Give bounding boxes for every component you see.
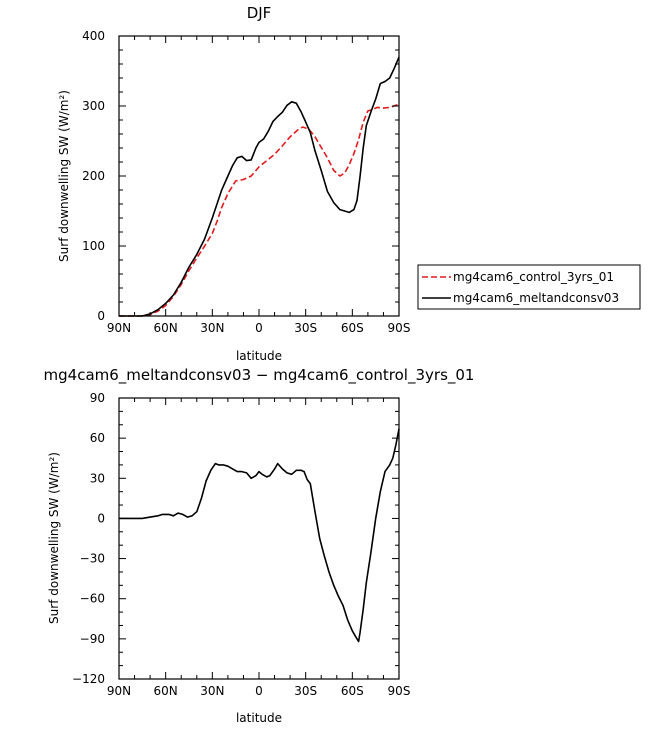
bottom-x-tick-label: 60N <box>154 684 178 698</box>
bottom-chart-series <box>119 428 400 643</box>
top-x-tick-label: 90S <box>388 321 411 335</box>
top-x-axis-label: latitude <box>236 349 282 363</box>
top-series-line-1 <box>119 56 400 317</box>
bottom-x-tick-label: 30S <box>294 684 317 698</box>
bottom-y-tick-label: 90 <box>90 391 105 405</box>
bottom-y-tick-label: −90 <box>80 632 105 646</box>
top-y-tick-label: 200 <box>82 169 105 183</box>
bottom-y-ticks: −120 −90 −60 −30 0 30 60 90 <box>72 391 399 686</box>
top-plot-frame <box>118 35 400 317</box>
legend-box <box>417 264 641 310</box>
top-x-tick-label: 60N <box>154 321 178 335</box>
bottom-y-tick-label: 60 <box>90 431 105 445</box>
top-x-tick-label: 0 <box>255 321 263 335</box>
bottom-y-tick-label: 30 <box>90 471 105 485</box>
legend-label-control: mg4cam6_control_3yrs_01 <box>453 270 614 284</box>
top-y-tick-label: 100 <box>82 239 105 253</box>
top-chart: DJF 90N 60N 30N 0 30S 60S 90S 0 100 200 300 400 la… <box>57 4 410 363</box>
bottom-series-line-0 <box>119 428 400 643</box>
top-x-tick-label: 30N <box>200 321 224 335</box>
bottom-x-tick-label: 90N <box>107 684 131 698</box>
top-series-line-0 <box>119 103 400 317</box>
bottom-y-tick-label: −30 <box>80 552 105 566</box>
bottom-x-tick-label: 60S <box>341 684 364 698</box>
bottom-y-axis-label: Surf downwelling SW (W/m²) <box>47 452 61 624</box>
top-y-tick-label: 300 <box>82 99 105 113</box>
bottom-chart: mg4cam6_meltandconsv03 − mg4cam6_control… <box>44 366 475 725</box>
top-y-ticks: 0 100 200 300 400 <box>82 29 399 323</box>
top-chart-series <box>119 56 400 317</box>
bottom-x-tick-label: 90S <box>388 684 411 698</box>
legend-label-melt: mg4cam6_meltandconsv03 <box>453 291 619 305</box>
top-x-tick-label: 60S <box>341 321 364 335</box>
top-y-tick-label: 0 <box>97 309 105 323</box>
top-x-tick-label: 30S <box>294 321 317 335</box>
top-y-axis-label: Surf downwelling SW (W/m²) <box>57 90 71 262</box>
top-y-tick-label: 400 <box>82 29 105 43</box>
bottom-x-axis-label: latitude <box>236 711 282 725</box>
top-x-tick-label: 90N <box>107 321 131 335</box>
legend: mg4cam6_control_3yrs_01 mg4cam6_meltandc… <box>417 264 641 310</box>
bottom-y-tick-label: 0 <box>97 511 105 525</box>
bottom-x-ticks: 90N 60N 30N 0 30S 60S 90S <box>107 398 411 698</box>
top-x-ticks: 90N 60N 30N 0 30S 60S 90S <box>107 36 411 335</box>
bottom-x-tick-label: 30N <box>200 684 224 698</box>
top-chart-title: DJF <box>247 4 272 22</box>
bottom-y-tick-label: −60 <box>80 592 105 606</box>
bottom-plot-frame <box>118 397 400 680</box>
bottom-y-tick-label: −120 <box>72 672 105 686</box>
bottom-x-tick-label: 0 <box>255 684 263 698</box>
bottom-chart-title: mg4cam6_meltandconsv03 − mg4cam6_control… <box>44 366 475 385</box>
